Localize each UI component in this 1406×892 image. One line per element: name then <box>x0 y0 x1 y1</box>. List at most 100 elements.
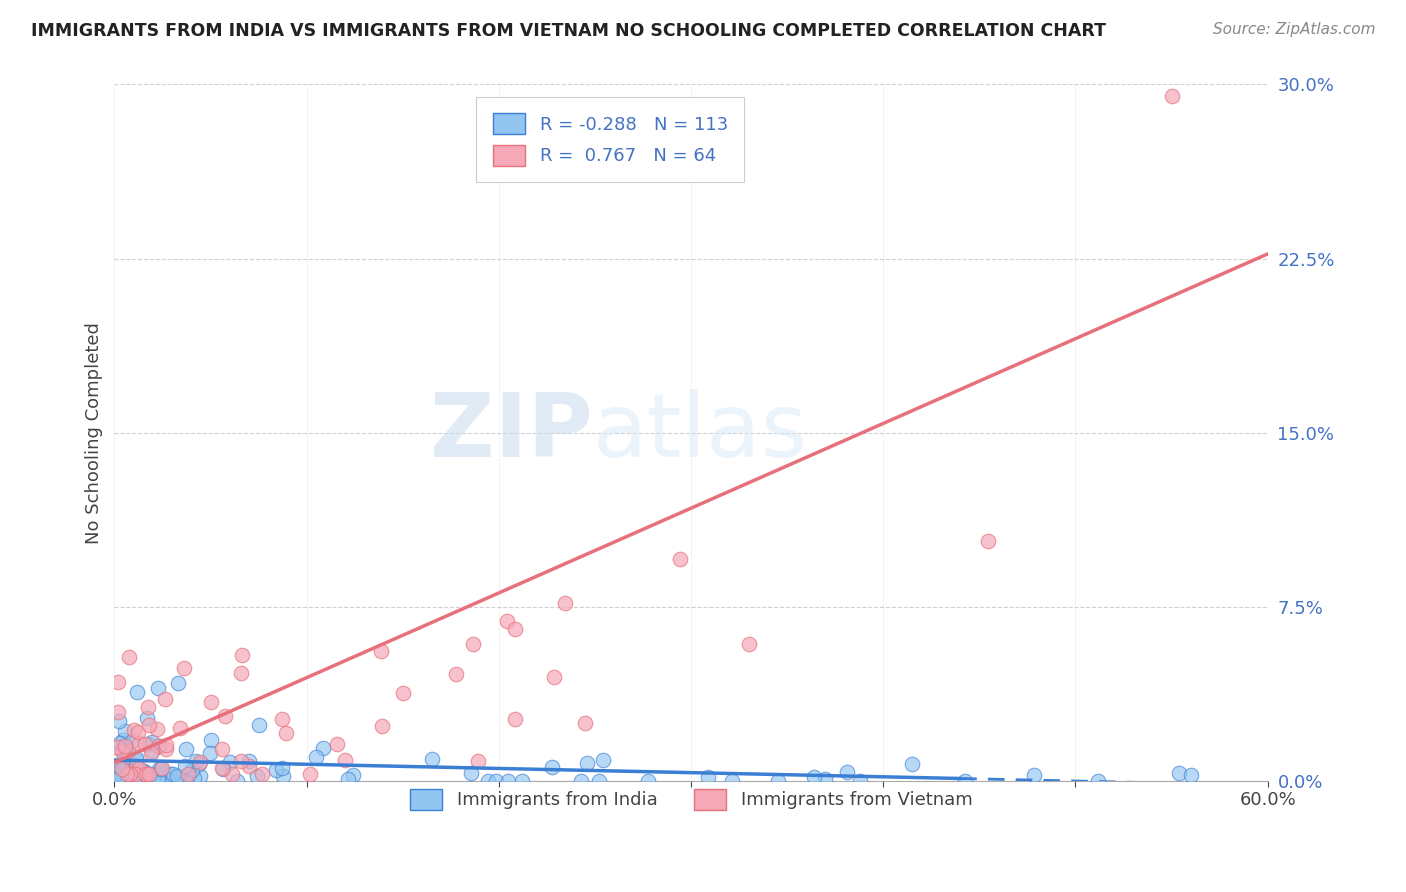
Point <box>148 739 170 753</box>
Point <box>124 767 146 781</box>
Point <box>977 533 1000 548</box>
Point <box>148 771 170 785</box>
Point <box>150 762 173 776</box>
Point <box>125 685 148 699</box>
Point <box>118 759 141 773</box>
Point <box>337 772 360 786</box>
Point <box>114 739 136 753</box>
Point <box>105 765 128 780</box>
Point <box>588 774 610 789</box>
Point <box>697 770 720 784</box>
Point <box>107 706 129 720</box>
Point <box>485 774 508 789</box>
Point <box>554 596 576 610</box>
Point <box>134 767 156 781</box>
Point <box>136 700 159 714</box>
Point <box>131 764 153 779</box>
Point <box>766 774 789 789</box>
Point <box>543 670 565 684</box>
Point <box>121 766 143 780</box>
Point <box>121 770 143 784</box>
Point <box>305 750 328 764</box>
Point <box>138 767 160 781</box>
Point <box>1087 773 1109 788</box>
Point <box>166 769 188 783</box>
Point <box>148 681 170 695</box>
Point <box>737 637 759 651</box>
Point <box>124 754 146 768</box>
Point <box>211 762 233 776</box>
Point <box>218 755 240 769</box>
Point <box>107 675 129 690</box>
Point <box>174 742 197 756</box>
Point <box>136 711 159 725</box>
Point <box>141 744 163 758</box>
Point <box>169 722 191 736</box>
Point <box>111 743 134 757</box>
Point <box>592 753 614 767</box>
Point <box>105 774 128 789</box>
Point <box>849 774 872 789</box>
Point <box>835 765 858 780</box>
Point <box>111 732 134 747</box>
Point <box>146 739 169 753</box>
Point <box>127 771 149 785</box>
Point <box>127 725 149 739</box>
Point <box>901 756 924 771</box>
Point <box>118 650 141 665</box>
Point <box>174 774 197 789</box>
Point <box>184 754 207 768</box>
Point <box>111 762 134 776</box>
Point <box>155 741 177 756</box>
Point <box>503 622 526 636</box>
Point <box>120 774 142 789</box>
Point <box>107 759 129 773</box>
Point <box>311 741 333 756</box>
Point <box>117 743 139 757</box>
Text: ZIP: ZIP <box>430 389 593 476</box>
Point <box>115 767 138 781</box>
Point <box>1168 766 1191 780</box>
Point <box>250 767 273 781</box>
Point <box>108 714 131 728</box>
Point <box>111 745 134 759</box>
Text: atlas: atlas <box>593 389 808 476</box>
Point <box>105 772 128 787</box>
Point <box>246 769 269 783</box>
Point <box>503 712 526 726</box>
Point <box>211 741 233 756</box>
Point <box>226 774 249 789</box>
Point <box>271 760 294 774</box>
Point <box>121 759 143 773</box>
Point <box>569 773 592 788</box>
Point <box>110 758 132 772</box>
Point <box>335 753 357 767</box>
Point <box>112 774 135 789</box>
Point <box>166 676 188 690</box>
Point <box>214 709 236 723</box>
Point <box>146 768 169 782</box>
Point <box>138 717 160 731</box>
Point <box>104 774 127 789</box>
Point <box>721 774 744 789</box>
Point <box>467 754 489 768</box>
Point <box>1180 768 1202 782</box>
Point <box>1022 767 1045 781</box>
Point <box>114 724 136 739</box>
Point <box>271 769 294 783</box>
Point <box>953 774 976 789</box>
Point <box>371 719 394 733</box>
Point <box>177 767 200 781</box>
Point <box>173 661 195 675</box>
Point <box>139 774 162 789</box>
Point <box>138 737 160 751</box>
Point <box>238 759 260 773</box>
Point <box>131 773 153 788</box>
Point <box>105 739 128 754</box>
Point <box>229 665 252 680</box>
Point <box>574 715 596 730</box>
Point <box>111 774 134 789</box>
Point <box>370 644 392 658</box>
Point <box>134 738 156 752</box>
Point <box>200 733 222 747</box>
